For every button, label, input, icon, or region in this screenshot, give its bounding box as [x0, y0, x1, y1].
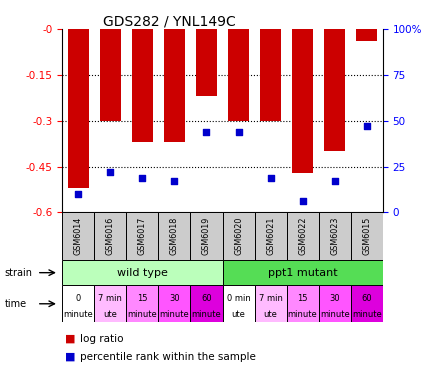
Text: minute: minute	[352, 310, 381, 318]
Text: GSM6020: GSM6020	[234, 217, 243, 255]
Bar	[260, 29, 281, 121]
Text: GSM6019: GSM6019	[202, 217, 211, 255]
Text: GSM6018: GSM6018	[170, 217, 179, 255]
Text: minute: minute	[160, 310, 189, 318]
Bar	[196, 29, 217, 96]
Text: minute: minute	[64, 310, 93, 318]
Point	[107, 169, 114, 175]
FancyBboxPatch shape	[255, 212, 287, 260]
FancyBboxPatch shape	[351, 285, 383, 322]
Text: minute: minute	[128, 310, 157, 318]
FancyBboxPatch shape	[351, 212, 383, 260]
Point	[139, 175, 146, 180]
FancyBboxPatch shape	[190, 285, 222, 322]
Point	[203, 129, 210, 135]
Text: GSM6017: GSM6017	[138, 217, 147, 255]
Text: GSM6023: GSM6023	[330, 217, 339, 255]
Text: 0 min: 0 min	[227, 294, 251, 303]
Text: GSM6015: GSM6015	[362, 217, 371, 255]
Text: log ratio: log ratio	[80, 333, 124, 344]
Text: ute: ute	[103, 310, 117, 318]
Text: ppt1 mutant: ppt1 mutant	[268, 268, 337, 278]
FancyBboxPatch shape	[255, 285, 287, 322]
Text: time: time	[4, 299, 27, 309]
FancyBboxPatch shape	[94, 285, 126, 322]
FancyBboxPatch shape	[287, 285, 319, 322]
Text: 30: 30	[329, 294, 340, 303]
FancyBboxPatch shape	[158, 285, 190, 322]
Point	[235, 129, 242, 135]
Point	[171, 178, 178, 184]
Text: ■: ■	[65, 333, 75, 344]
Text: GSM6014: GSM6014	[74, 217, 83, 255]
Text: minute: minute	[320, 310, 349, 318]
Text: 60: 60	[201, 294, 212, 303]
Bar	[164, 29, 185, 142]
Bar	[100, 29, 121, 121]
FancyBboxPatch shape	[62, 285, 94, 322]
Text: 15: 15	[297, 294, 308, 303]
FancyBboxPatch shape	[319, 212, 351, 260]
Text: 30: 30	[169, 294, 180, 303]
FancyBboxPatch shape	[287, 212, 319, 260]
Text: GDS282 / YNL149C: GDS282 / YNL149C	[103, 15, 235, 29]
Bar	[324, 29, 345, 151]
Point	[299, 198, 306, 204]
Point	[75, 191, 82, 197]
Text: 60: 60	[361, 294, 372, 303]
Text: percentile rank within the sample: percentile rank within the sample	[80, 352, 256, 362]
FancyBboxPatch shape	[62, 212, 94, 260]
FancyBboxPatch shape	[319, 285, 351, 322]
Point	[363, 123, 370, 129]
Text: 0: 0	[76, 294, 81, 303]
Text: minute: minute	[288, 310, 317, 318]
Text: 7 min: 7 min	[98, 294, 122, 303]
Text: ute: ute	[263, 310, 278, 318]
FancyBboxPatch shape	[222, 285, 255, 322]
Text: GSM6016: GSM6016	[106, 217, 115, 255]
Bar	[356, 29, 377, 41]
FancyBboxPatch shape	[126, 285, 158, 322]
Text: 15: 15	[137, 294, 148, 303]
FancyBboxPatch shape	[158, 212, 190, 260]
FancyBboxPatch shape	[126, 212, 158, 260]
Bar	[68, 29, 89, 188]
Point	[267, 175, 274, 180]
Text: strain: strain	[4, 268, 32, 278]
Bar	[228, 29, 249, 121]
FancyBboxPatch shape	[222, 212, 255, 260]
Text: minute: minute	[192, 310, 221, 318]
Bar	[132, 29, 153, 142]
Text: ■: ■	[65, 352, 75, 362]
FancyBboxPatch shape	[190, 212, 222, 260]
FancyBboxPatch shape	[94, 212, 126, 260]
Point	[331, 178, 338, 184]
Bar	[292, 29, 313, 173]
Text: ute: ute	[231, 310, 246, 318]
FancyBboxPatch shape	[62, 260, 222, 285]
Text: 7 min: 7 min	[259, 294, 283, 303]
Text: GSM6021: GSM6021	[266, 217, 275, 255]
Text: GSM6022: GSM6022	[298, 217, 307, 255]
Text: wild type: wild type	[117, 268, 168, 278]
FancyBboxPatch shape	[222, 260, 383, 285]
